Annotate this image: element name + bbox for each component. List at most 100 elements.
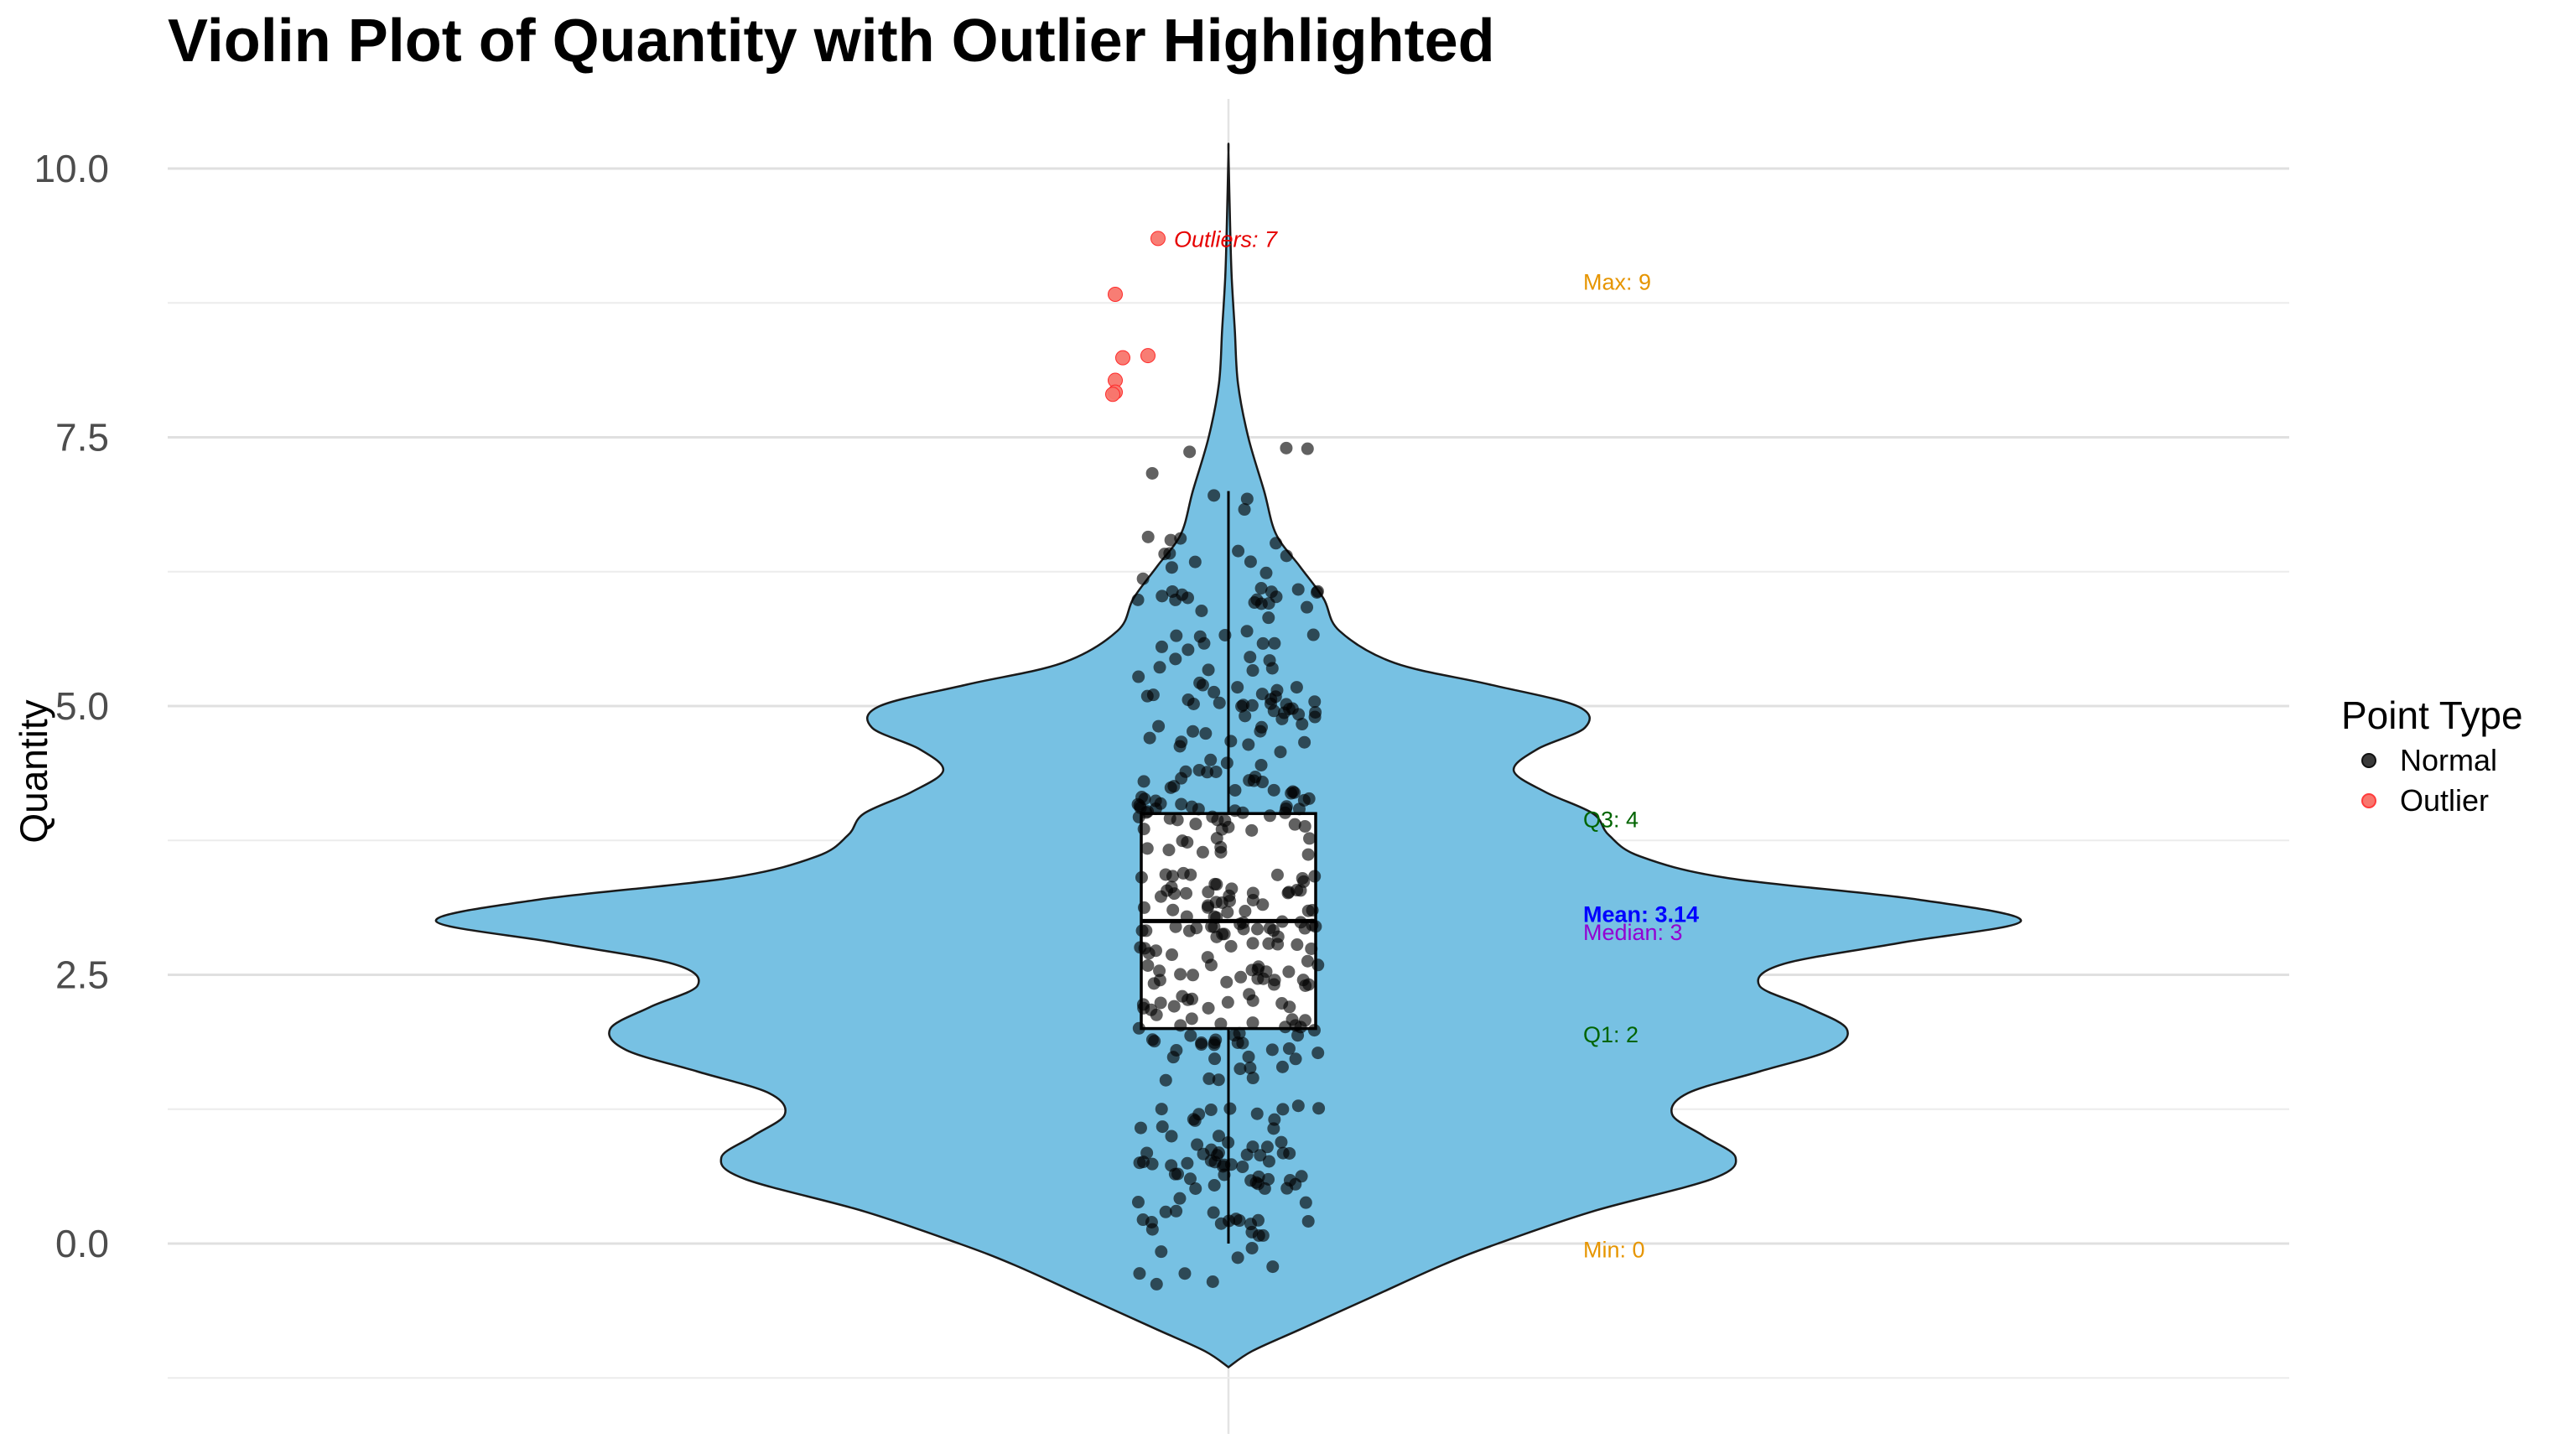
normal-point	[1134, 1121, 1147, 1135]
normal-point	[1179, 765, 1192, 778]
normal-point	[1187, 969, 1200, 982]
normal-point	[1214, 1217, 1228, 1230]
legend-marker-normal	[2361, 753, 2376, 768]
normal-point	[1175, 735, 1188, 749]
normal-point	[1150, 1277, 1163, 1291]
normal-point	[1246, 1072, 1259, 1085]
normal-point	[1252, 1228, 1265, 1242]
normal-point	[1246, 1016, 1259, 1030]
normal-point	[1234, 970, 1248, 984]
normal-point	[1259, 566, 1273, 579]
normal-point	[1246, 1140, 1259, 1154]
annotation-label: Min: 0	[1583, 1237, 1645, 1262]
normal-point	[1165, 561, 1178, 574]
normal-point	[1250, 1107, 1264, 1120]
normal-point	[1214, 1017, 1228, 1031]
normal-point	[1180, 886, 1193, 900]
normal-point	[1246, 664, 1259, 678]
normal-point	[1210, 878, 1223, 891]
normal-point	[1262, 611, 1275, 625]
normal-point	[1254, 724, 1267, 738]
normal-point	[1149, 944, 1162, 958]
normal-point	[1244, 1062, 1257, 1075]
normal-point	[1276, 1103, 1290, 1116]
normal-point	[1298, 819, 1311, 833]
normal-point	[1164, 533, 1177, 547]
normal-point	[1208, 1179, 1221, 1192]
normal-point	[1263, 809, 1276, 823]
normal-point	[1301, 954, 1314, 968]
normal-point	[1210, 832, 1223, 845]
normal-point	[1247, 774, 1260, 787]
normal-point	[1154, 890, 1167, 903]
normal-point	[1270, 683, 1284, 697]
normal-point	[1176, 834, 1189, 848]
legend-item-normal: Normal	[2341, 743, 2523, 778]
normal-point	[1145, 1223, 1159, 1236]
normal-point	[1282, 703, 1296, 716]
normal-point	[1165, 1159, 1178, 1172]
normal-point	[1233, 1062, 1247, 1076]
normal-point	[1256, 636, 1270, 650]
normal-point	[1265, 1043, 1279, 1057]
normal-point	[1137, 823, 1150, 836]
legend-label-outlier: Outlier	[2400, 783, 2490, 818]
normal-point	[1202, 899, 1215, 912]
normal-point	[1159, 1073, 1172, 1087]
normal-point	[1275, 1135, 1288, 1149]
normal-point	[1292, 708, 1306, 721]
normal-point	[1245, 823, 1259, 837]
normal-point	[1306, 628, 1320, 641]
normal-point	[1202, 663, 1215, 677]
normal-point	[1294, 916, 1307, 929]
normal-point	[1236, 1036, 1249, 1050]
normal-point	[1240, 492, 1254, 506]
annotation-label: Mean: 3.14	[1583, 901, 1699, 927]
normal-point	[1170, 1043, 1183, 1057]
normal-point	[1239, 905, 1252, 918]
normal-point	[1307, 1024, 1321, 1037]
normal-point	[1282, 886, 1296, 899]
normal-point	[1159, 868, 1172, 881]
normal-point	[1202, 1001, 1215, 1015]
normal-point	[1182, 924, 1196, 937]
normal-point	[1156, 589, 1169, 603]
normal-point	[1223, 1102, 1237, 1115]
normal-point	[1245, 699, 1259, 712]
normal-point	[1288, 818, 1301, 831]
normal-point	[1159, 1205, 1172, 1218]
normal-point	[1174, 1019, 1187, 1032]
y-tick-label: 2.5	[55, 953, 109, 997]
normal-point	[1298, 1014, 1311, 1027]
normal-point	[1204, 753, 1218, 766]
normal-point	[1267, 783, 1280, 797]
normal-point	[1140, 842, 1154, 855]
normal-point	[1185, 800, 1198, 813]
normal-point	[1140, 1146, 1154, 1160]
normal-point	[1237, 699, 1250, 712]
normal-point	[1275, 996, 1289, 1010]
y-tick-label: 5.0	[55, 684, 109, 728]
normal-point	[1299, 1196, 1312, 1209]
normal-point	[1221, 906, 1234, 919]
annotation-label: Max: 9	[1583, 270, 1651, 295]
normal-point	[1305, 942, 1318, 955]
normal-point	[1266, 1260, 1280, 1274]
normal-point	[1188, 555, 1202, 569]
normal-point	[1220, 756, 1233, 770]
annotation-label: Q3: 4	[1583, 808, 1639, 833]
normal-point	[1242, 738, 1255, 751]
normal-point	[1275, 915, 1289, 928]
normal-point	[1232, 544, 1245, 558]
normal-point	[1170, 1204, 1183, 1218]
normal-point	[1302, 792, 1316, 805]
normal-point	[1254, 581, 1268, 595]
normal-point	[1221, 995, 1234, 1009]
normal-point	[1150, 1008, 1163, 1021]
normal-point	[1239, 709, 1252, 723]
normal-point	[1262, 597, 1275, 610]
normal-point	[1170, 629, 1183, 642]
normal-point	[1169, 920, 1182, 933]
normal-point	[1224, 1158, 1238, 1171]
